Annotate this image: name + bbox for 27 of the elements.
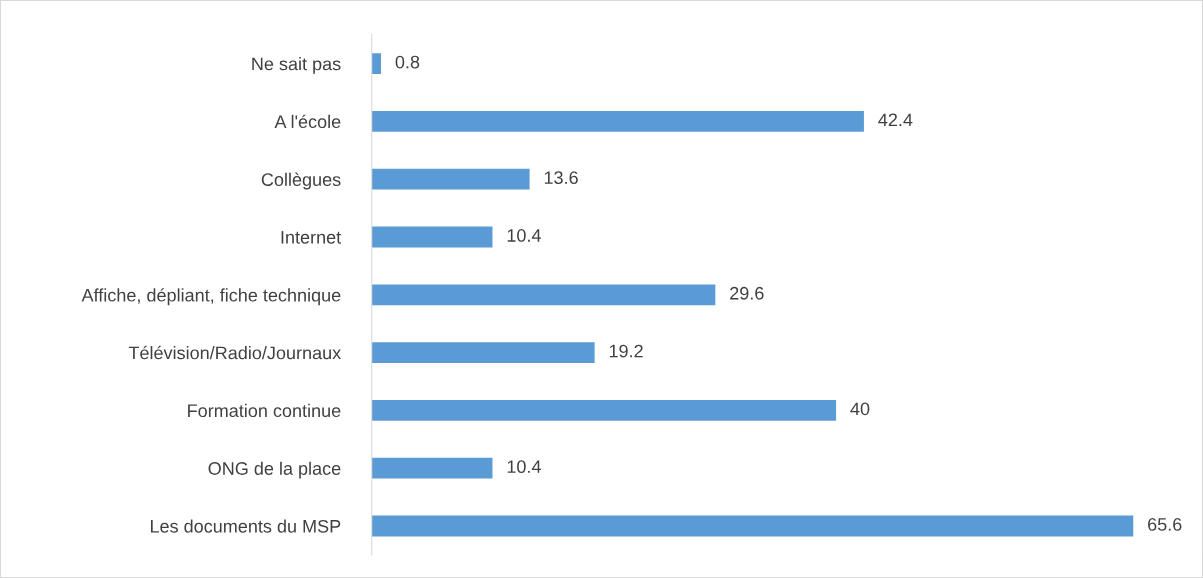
y-tick-label: Internet — [281, 231, 342, 244]
data-label: 10.4 — [507, 229, 541, 242]
bar — [371, 226, 493, 248]
bar — [371, 168, 530, 190]
bar — [371, 284, 716, 306]
bar — [371, 515, 1134, 537]
data-label: 42.4 — [878, 113, 913, 127]
data-label: 65.6 — [1148, 518, 1182, 531]
y-tick-label: A l'école — [274, 114, 341, 129]
data-label: 29.6 — [730, 286, 764, 300]
data-label: 40 — [850, 402, 870, 416]
y-tick-label: Affiche, dépliant, fiche technique — [81, 288, 341, 306]
y-tick-label: Télévision/Radio/Journaux — [128, 345, 341, 360]
bar — [371, 457, 493, 479]
bar — [371, 53, 382, 74]
y-tick-label: Les documents du MSP — [150, 519, 341, 533]
bar — [371, 399, 837, 421]
y-tick-label: Formation continue — [188, 403, 341, 418]
y-tick-label: Ne sait pas — [252, 57, 341, 74]
data-label: 10.4 — [507, 460, 541, 474]
bar — [371, 110, 864, 132]
data-label: 0.8 — [395, 55, 420, 69]
bar — [371, 342, 595, 363]
y-tick-label: Collègues — [261, 172, 341, 190]
y-tick-label: ONG de la place — [208, 461, 341, 479]
data-label: 13.6 — [544, 171, 578, 185]
data-label: 19.2 — [609, 344, 643, 358]
